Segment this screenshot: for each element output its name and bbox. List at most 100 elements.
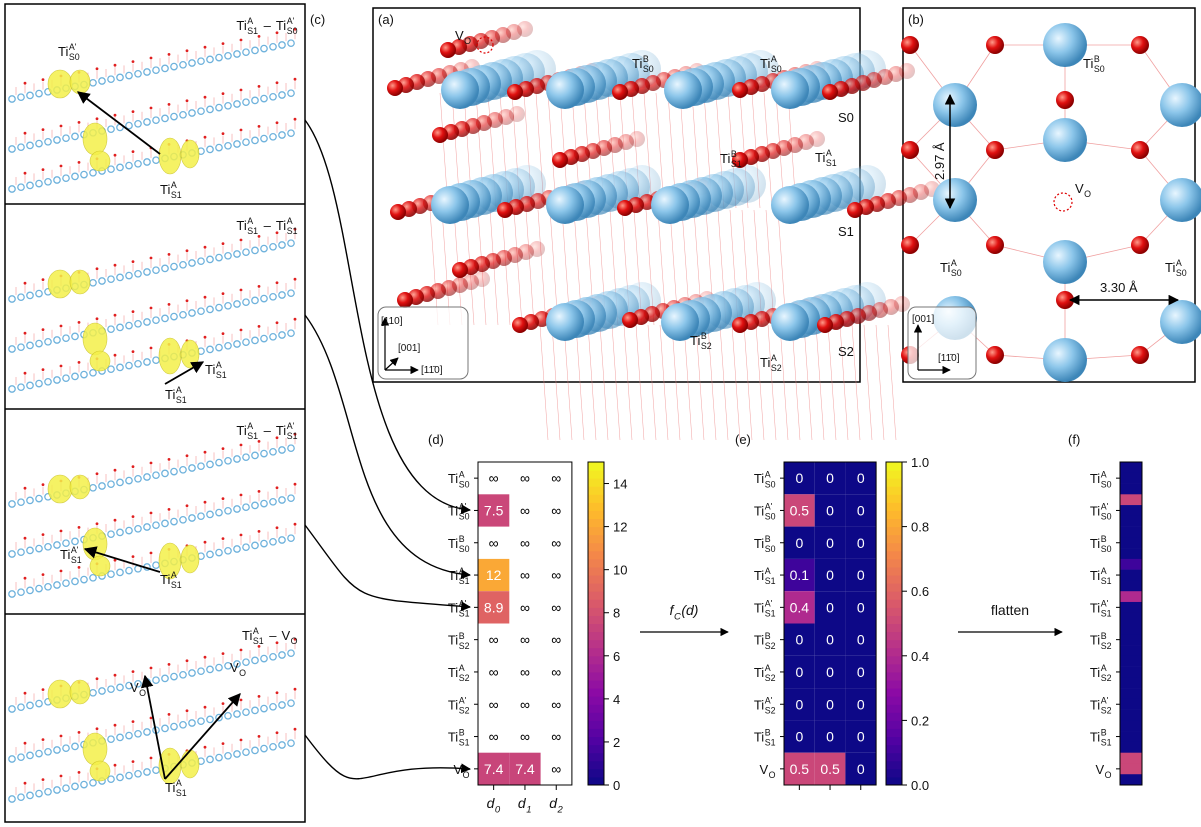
label-base: Ti (754, 730, 764, 745)
o-dot (204, 46, 207, 49)
label-sup: A' (765, 502, 773, 512)
ti-ring (189, 310, 195, 316)
colorbar-step (886, 486, 902, 495)
o-dot (222, 742, 225, 745)
o-dot (276, 731, 279, 734)
panel-label: (a) (378, 12, 394, 27)
o-dot (258, 695, 261, 698)
label-base: V (230, 660, 239, 675)
label-base: Ti (58, 44, 68, 59)
o-dot (150, 107, 153, 110)
o-dot (294, 118, 297, 121)
ti-ring (81, 371, 87, 377)
ti-ring (9, 146, 15, 152)
label-sup: A' (287, 421, 295, 431)
label-sub: S1 (287, 226, 298, 236)
o-dot (222, 132, 225, 135)
label-sub: S2 (1101, 641, 1112, 651)
ti-ring (198, 108, 204, 114)
colorbar-step (886, 583, 902, 592)
label: TiAS1 (1090, 566, 1112, 586)
ti-ring (18, 499, 24, 505)
ti-ring (243, 504, 249, 510)
o-dot (186, 454, 189, 457)
label-sub: S1 (765, 576, 776, 586)
ti-ring (9, 591, 15, 597)
o-dot (24, 282, 27, 285)
ti-atom (933, 83, 977, 127)
figure: TiAS1–TiA'S0TiAS1–TiAS1TiAS1–TiA'S1TiAS1… (0, 0, 1201, 827)
ti-ring (9, 296, 15, 302)
ti-ring (27, 547, 33, 553)
label-sub: S1 (459, 738, 470, 748)
o-dot (78, 321, 81, 324)
colorbar-step (886, 632, 902, 641)
ti-ring (162, 520, 168, 526)
o-dot (114, 264, 117, 267)
ti-ring (108, 481, 114, 487)
label-text: flatten (991, 602, 1029, 618)
cell-label: ∞ (551, 632, 561, 648)
label-sub: S0 (287, 26, 298, 36)
o-dot (240, 699, 243, 702)
ti-ring (180, 467, 186, 473)
cell-label: ∞ (551, 502, 561, 518)
ti-ring (27, 92, 33, 98)
ti-ring (117, 529, 123, 535)
label-base: Ti (1090, 503, 1100, 518)
colorbar-step (588, 769, 604, 778)
o-dot (204, 746, 207, 749)
cell-label: 0 (826, 535, 834, 551)
ti-ring (72, 743, 78, 749)
ti-ring (126, 732, 132, 738)
colorbar-step (588, 575, 604, 584)
ti-ring (9, 501, 15, 507)
ti-ring (144, 119, 150, 125)
label-sub: S1 (731, 159, 742, 169)
o-dot (132, 350, 135, 353)
label-base: V (1095, 762, 1104, 777)
cell-label: 0 (826, 729, 834, 745)
o-dot (132, 150, 135, 153)
ti-ring (54, 177, 60, 183)
label-sub: S0 (765, 479, 776, 489)
o-dot (294, 278, 297, 281)
o-dot (204, 136, 207, 139)
label-base: Ti (1090, 600, 1100, 615)
label-sub: S0 (1094, 64, 1105, 74)
label-sup: A (765, 663, 771, 673)
label-sup: A' (287, 16, 295, 26)
label-sup: A' (1101, 599, 1109, 609)
o-dot (96, 522, 99, 525)
ti-ring (108, 166, 114, 172)
o-dot (240, 739, 243, 742)
o-atom (622, 312, 638, 328)
colorbar-step (588, 656, 604, 665)
ti-ring (252, 337, 258, 343)
ti-ring (198, 463, 204, 469)
ti-ring (171, 113, 177, 119)
ti-ring (27, 382, 33, 388)
o-dot (150, 347, 153, 350)
label-sub: O (464, 36, 471, 46)
label-sub: S0 (951, 268, 962, 278)
o-dot (222, 652, 225, 655)
label: TiAS1 (165, 778, 187, 798)
ti-ring (45, 139, 51, 145)
label-sub: S1 (1101, 576, 1112, 586)
ti-ring (108, 686, 114, 692)
colorbar-step (886, 510, 902, 519)
panel-label: (f) (1068, 432, 1080, 447)
label-base: Ti (754, 568, 764, 583)
ti-ring (270, 654, 276, 660)
ti-ring (261, 705, 267, 711)
o-atom (1056, 91, 1074, 109)
ti-ring (18, 184, 24, 190)
o-dot (222, 497, 225, 500)
o-dot (204, 706, 207, 709)
ti-ring (18, 384, 24, 390)
colorbar-step (886, 769, 902, 778)
ti-ring (171, 468, 177, 474)
o-dot (24, 82, 27, 85)
